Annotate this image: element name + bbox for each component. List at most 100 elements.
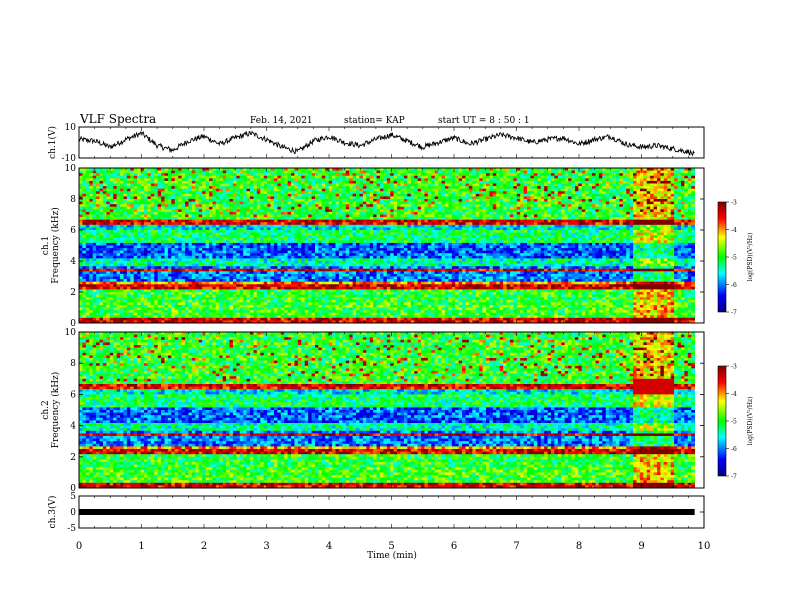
ch1-spectrogram-cell	[103, 194, 107, 197]
ch1-spectrogram-cell	[366, 207, 370, 210]
ch1-spectrogram-cell	[308, 207, 312, 210]
ch1-spectrogram-cell	[305, 173, 309, 176]
ch1-spectrogram-cell	[575, 189, 579, 192]
ch1-spectrogram-cell	[134, 217, 138, 220]
ch1-spectrogram-cell	[424, 191, 428, 194]
ch1-spectrogram-cell	[599, 194, 603, 197]
ch1-spectrogram-cell	[582, 202, 586, 205]
ch1-spectrogram-cell	[86, 209, 90, 212]
ch1-spectrogram-cell	[606, 207, 610, 210]
ch1-spectrogram-cell	[383, 196, 387, 199]
ch1-spectrogram-cell	[322, 194, 326, 197]
ch1-spectrogram-cell	[524, 202, 528, 205]
ch1-spectrogram-cell	[82, 176, 86, 179]
ch1-spectrogram-cell	[630, 176, 634, 179]
ch1-spectrogram-cell	[452, 202, 456, 205]
ch1-spectrogram-cell	[630, 171, 634, 174]
ch1-spectrogram-cell	[404, 212, 408, 215]
ch1-spectrogram-cell	[223, 173, 227, 176]
ch1-spectrogram-cell	[530, 176, 534, 179]
ch1-spectrogram-cell	[359, 184, 363, 187]
ch1-spectrogram-cell	[507, 215, 511, 218]
ch1-spectrogram-cell	[298, 171, 302, 174]
ch1-spectrogram-cell	[158, 196, 162, 199]
ch1-spectrogram-cell	[527, 171, 531, 174]
ch1-spectrogram-cell	[472, 194, 476, 197]
ch1-spectrogram-cell	[517, 204, 521, 207]
ch1-spectrogram-cell	[418, 186, 422, 189]
ch1-spectrogram-cell	[325, 204, 329, 207]
ch1-spectrogram-cell	[592, 204, 596, 207]
ch1-spectrogram-cell	[226, 184, 230, 187]
ch1-spectrogram-cell	[130, 171, 134, 174]
ch1-spectrogram-cell	[253, 191, 257, 194]
ch1-spectrogram-cell	[541, 204, 545, 207]
ch1-spectrogram-cell	[202, 217, 206, 220]
ch1-spectrogram-cell	[339, 204, 343, 207]
ch1-spectrogram-cell	[233, 176, 237, 179]
ch1-spectrogram-cell	[510, 212, 514, 215]
ch1-spectrogram-cell	[216, 173, 220, 176]
ch1-spectrogram-cell	[178, 191, 182, 194]
ch1-spectrogram-cell	[428, 207, 432, 210]
ch1-spectrogram-cell	[96, 196, 100, 199]
ch1-spectrogram-cell	[681, 181, 685, 184]
ch1-spectrogram-cell	[421, 209, 425, 212]
ch1-spectrogram-cell	[294, 191, 298, 194]
ch1-spectrogram-cell	[465, 176, 469, 179]
ch1-spectrogram-cell	[599, 184, 603, 187]
ch1-spectrogram-cell	[541, 215, 545, 218]
ch1-spectrogram-cell	[277, 181, 281, 184]
ch1-spectrogram-cell	[206, 178, 210, 181]
ch1-spectrogram-cell	[503, 181, 507, 184]
ch1-spectrogram-cell	[250, 186, 254, 189]
ch1-spectrogram-cell	[137, 186, 141, 189]
ch1-spectrogram-cell	[592, 173, 596, 176]
ch1-spectrogram-cell	[582, 186, 586, 189]
ch1-spectrogram-cell	[517, 215, 521, 218]
ch1-spectrogram-cell	[462, 207, 466, 210]
ch1-spectrogram-cell	[414, 199, 418, 202]
ch1-spectrogram-cell	[100, 215, 104, 218]
ch1-spectrogram-cell	[520, 181, 524, 184]
ch1-spectrogram-cell	[89, 207, 93, 210]
ch1-spectrogram-cell	[469, 194, 473, 197]
ch1-spectrogram-cell	[520, 204, 524, 207]
ch1-spectrogram-cell	[503, 173, 507, 176]
ch1-spectrogram-cell	[158, 191, 162, 194]
ch1-spectrogram-cell	[599, 209, 603, 212]
ch1-spectrogram-cell	[165, 194, 169, 197]
ch1-spectrogram-cell	[640, 176, 644, 179]
ch1-spectrogram-cell	[257, 176, 261, 179]
ch1-spectrogram-cell	[513, 181, 517, 184]
ch1-spectrogram-cell	[493, 178, 497, 181]
ch1-spectrogram-cell	[452, 196, 456, 199]
ch1-spectrogram-cell	[312, 191, 316, 194]
ch1-spectrogram-cell	[472, 215, 476, 218]
ch1-spectrogram-cell	[284, 184, 288, 187]
ch1-spectrogram-cell	[654, 215, 658, 218]
ch1-spectrogram-cell	[688, 212, 692, 215]
ch1-spectrogram-cell	[383, 202, 387, 205]
ch1-spectrogram-cell	[476, 191, 480, 194]
ch1-spectrogram-cell	[185, 189, 189, 192]
ch1-spectrogram-cell	[229, 189, 233, 192]
ch1-spectrogram-cell	[507, 196, 511, 199]
ch1-spectrogram-cell	[428, 189, 432, 192]
ch1-spectrogram-cell	[305, 204, 309, 207]
ch1-spectrogram-cell	[589, 204, 593, 207]
ch1-spectrogram-cell	[366, 173, 370, 176]
ch1-spectrogram-cell	[548, 212, 552, 215]
ch1-spectrogram-cell	[79, 173, 83, 176]
ch1-spectrogram-cell	[206, 184, 210, 187]
ch1-spectrogram-cell	[678, 196, 682, 199]
ch1-spectrogram-cell	[346, 186, 350, 189]
ch1-spectrogram-cell	[301, 207, 305, 210]
ch1-spectrogram-cell	[387, 189, 391, 192]
ch1-spectrogram-cell	[226, 171, 230, 174]
ch1-spectrogram-cell	[79, 186, 83, 189]
ch1-spectrogram-cell	[496, 199, 500, 202]
ch1-spectrogram-cell	[387, 199, 391, 202]
ch1-spectrogram-cell	[141, 186, 145, 189]
ch1-spectrogram-cell	[253, 178, 257, 181]
